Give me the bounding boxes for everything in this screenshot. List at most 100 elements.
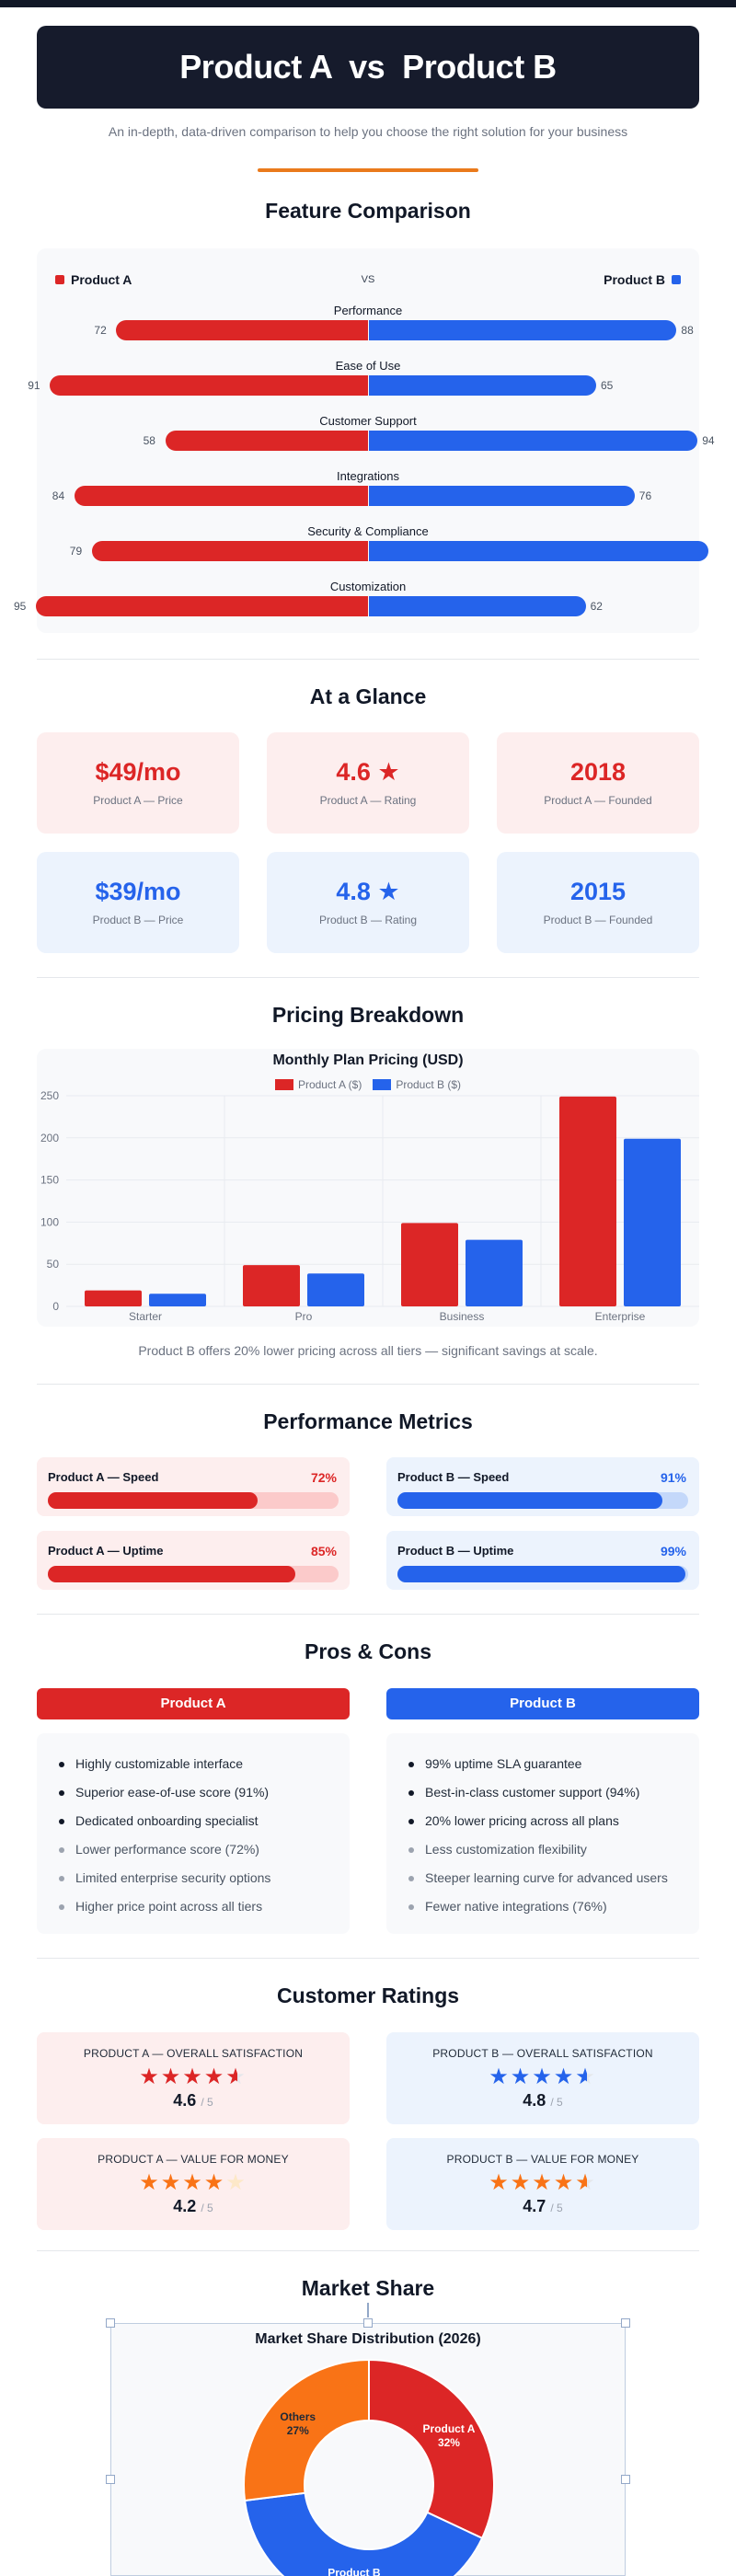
rotate-handle[interactable] — [367, 2303, 369, 2317]
rating-score-line: 4.6 / 5 — [37, 2091, 350, 2110]
slice-percent: 32% — [438, 2436, 460, 2449]
feature-bar-b — [369, 596, 586, 616]
glance-label: Product B — Price — [92, 914, 184, 926]
feature-value-a: 79 — [69, 545, 83, 558]
metric-label: Product A — Uptime — [48, 1544, 164, 1558]
pros-cons-item: Steeper learning curve for advanced user… — [408, 1864, 677, 1892]
product-a-swatch — [55, 275, 64, 284]
rating-card: PRODUCT A — VALUE FOR MONEY ★★★★★ 4.2 / 5 — [37, 2138, 350, 2230]
feature-value-a: 95 — [14, 600, 27, 613]
bullet-icon — [408, 1846, 414, 1853]
feature-bar-a — [50, 375, 368, 396]
feature-bar-a — [91, 541, 368, 561]
slice-label: Others — [280, 2410, 316, 2423]
rating-scale: / 5 — [550, 2096, 563, 2109]
metric-b-uptime: Product B — Uptime 99% — [386, 1531, 699, 1590]
divider — [37, 977, 699, 978]
star-full-icon: ★ — [510, 2064, 533, 2089]
divider — [37, 2250, 699, 2251]
feature-value-b: 62 — [590, 600, 603, 613]
glance-card-a-rating: 4.6 ★ Product A — Rating — [267, 732, 469, 834]
feature-bar-a — [74, 486, 368, 506]
pros-cons-item: 20% lower pricing across all plans — [408, 1807, 677, 1835]
performance-title: Performance Metrics — [263, 1409, 473, 1433]
feature-value-a: 91 — [28, 379, 40, 392]
pros-cons-item: Lower performance score (72%) — [59, 1835, 328, 1864]
star-full-icon: ★ — [532, 2170, 554, 2195]
glance-card-a-price: $49/mo Product A — Price — [37, 732, 239, 834]
metric-label: Product B — Speed — [397, 1470, 510, 1484]
glance-label: Product B — Founded — [543, 914, 653, 926]
metric-pct: 99% — [660, 1544, 686, 1558]
divider — [37, 1614, 699, 1615]
star-rating: ★★★★★ — [37, 2171, 350, 2195]
pros-cons-text: 99% uptime SLA guarantee — [425, 1756, 582, 1771]
pros-cons-text: Lower performance score (72%) — [75, 1842, 259, 1857]
glance-value: $49/mo — [95, 758, 181, 786]
pros-cons-item: Superior ease-of-use score (91%) — [59, 1778, 328, 1807]
pros-cons-text: 20% lower pricing across all plans — [425, 1813, 619, 1828]
pros-cons-b-list: 99% uptime SLA guarantee Best-in-class cu… — [386, 1733, 699, 1934]
top-bar — [0, 0, 736, 7]
star-full-icon: ★ — [489, 2064, 511, 2089]
pricing-title: Pricing Breakdown — [271, 1003, 465, 1027]
pros-cons-text: Superior ease-of-use score (91%) — [75, 1785, 270, 1800]
resize-handle-top-left[interactable] — [106, 2318, 115, 2328]
glance-card-b-founded: 2015 Product B — Founded — [497, 852, 699, 953]
star-full-icon: ★ — [489, 2170, 511, 2195]
market-share-chart-frame[interactable]: Market Share Distribution (2026) Product… — [110, 2323, 626, 2576]
slice-percent: 27% — [287, 2424, 309, 2437]
pros-cons-text: Best-in-class customer support (94%) — [425, 1785, 640, 1800]
pros-cons-a-header: Product A — [37, 1688, 350, 1719]
pros-cons-item: Best-in-class customer support (94%) — [408, 1778, 677, 1807]
feature-bar-b — [369, 431, 698, 451]
feature-label: Integrations — [337, 469, 399, 483]
pros-cons-text: Steeper learning curve for advanced user… — [425, 1870, 668, 1885]
resize-handle-top[interactable] — [363, 2318, 373, 2328]
metric-label: Product B — Uptime — [397, 1544, 514, 1558]
feature-bar-a — [165, 431, 368, 451]
glance-label: Product B — Rating — [318, 914, 418, 926]
pros-cons-text: Dedicated onboarding specialist — [75, 1813, 259, 1828]
rating-score: 4.7 — [523, 2197, 546, 2215]
feature-label: Ease of Use — [335, 359, 401, 373]
divider — [37, 1384, 699, 1385]
star-rating: ★★★★★ ★ — [37, 2065, 350, 2089]
pros-cons-item: Limited enterprise security options — [59, 1864, 328, 1892]
rating-score: 4.6 — [173, 2091, 197, 2110]
pros-cons-text: Fewer native integrations (76%) — [425, 1899, 607, 1914]
star-full-icon: ★ — [160, 2170, 183, 2195]
legend-swatch — [373, 1079, 392, 1090]
pros-cons-text: Limited enterprise security options — [75, 1870, 271, 1885]
pros-cons-text: Higher price point across all tiers — [75, 1899, 263, 1914]
bullet-icon — [59, 1875, 64, 1881]
legend-swatch — [274, 1079, 293, 1090]
star-full-icon: ★ — [203, 2170, 226, 2195]
bullet-icon — [59, 1789, 64, 1796]
resize-handle-top-right[interactable] — [621, 2318, 630, 2328]
metric-track — [397, 1492, 688, 1509]
market-share-title: Market Share — [301, 2276, 435, 2300]
metric-a-uptime: Product A — Uptime 85% — [37, 1531, 350, 1590]
metric-fill — [397, 1566, 685, 1582]
pros-cons-item: Dedicated onboarding specialist — [59, 1807, 328, 1835]
rating-card: PRODUCT A — OVERALL SATISFACTION ★★★★★ ★ 4.… — [37, 2032, 350, 2124]
vs-label: VS — [361, 274, 375, 285]
star-half-icon: ★ ★ — [225, 2064, 247, 2089]
feature-bar-a — [36, 596, 368, 616]
glance-title: At a Glance — [309, 684, 427, 708]
pricing-note: Product B offers 20% lower pricing acros… — [138, 1343, 598, 1358]
legend-label: Product B ($) — [396, 1078, 462, 1091]
metric-pct: 91% — [660, 1470, 686, 1485]
rating-card: PRODUCT B — VALUE FOR MONEY ★★★★★ ★ 4.7 / 5 — [386, 2138, 699, 2230]
legend-label: Product A ($) — [297, 1078, 362, 1091]
glance-value: 2015 — [569, 878, 627, 905]
feature-bar-a — [116, 320, 368, 340]
feature-bar-b — [369, 541, 708, 561]
resize-handle-right[interactable] — [621, 2475, 630, 2484]
resize-handle-left[interactable] — [106, 2475, 115, 2484]
metric-track — [48, 1566, 339, 1582]
metric-pct: 72% — [310, 1470, 337, 1485]
glance-card-b-price: $39/mo Product B — Price — [37, 852, 239, 953]
